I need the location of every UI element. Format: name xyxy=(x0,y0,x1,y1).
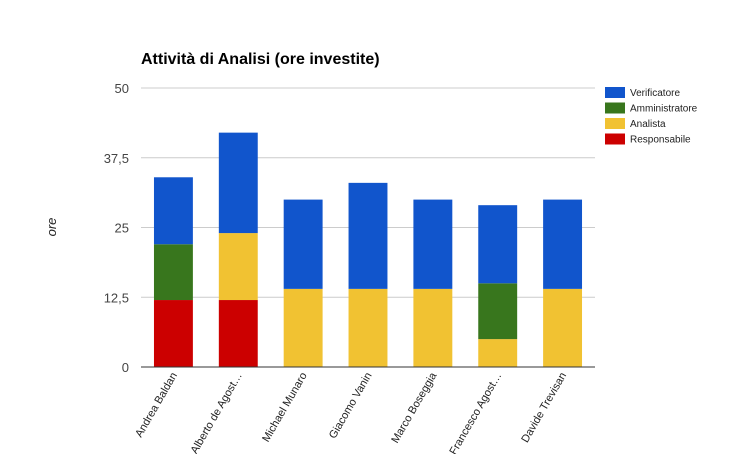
bar-segment xyxy=(543,199,583,289)
x-tick-label: Andrea Baldan xyxy=(133,371,180,440)
x-tick-label: Davide Trevisan xyxy=(519,371,569,445)
bar-segment xyxy=(543,288,583,367)
x-tick-label: Marco Boseggia xyxy=(389,370,440,446)
bar-segment xyxy=(348,182,388,289)
bar-segment xyxy=(153,300,193,367)
legend-swatch xyxy=(605,102,625,114)
y-tick-label: 12,5 xyxy=(104,290,129,305)
x-tick-label: Giacomo Vanin xyxy=(327,371,375,441)
x-tick-label: Michael Munaro xyxy=(260,371,310,445)
bar-segment xyxy=(478,283,518,340)
bar-segment xyxy=(478,339,518,367)
bar-segment xyxy=(153,177,193,245)
bars xyxy=(153,132,583,367)
x-axis-ticks: Andrea Baldan Alberto de Agost… Michael Mu… xyxy=(133,370,569,454)
legend-entry: Analista xyxy=(630,119,666,130)
bar-segment xyxy=(218,233,258,301)
legend-entry: Amministratore xyxy=(630,104,698,115)
y-tick-label: 0 xyxy=(122,360,129,375)
y-tick-label: 50 xyxy=(115,81,129,96)
bar-segment xyxy=(153,244,193,301)
chart-title: Attività di Analisi (ore investite) xyxy=(141,51,380,68)
y-axis-label: ore xyxy=(44,218,59,237)
bar-segment xyxy=(413,288,453,367)
x-tick-label: Alberto de Agost… xyxy=(189,371,245,454)
bar-segment xyxy=(413,199,453,289)
legend-entry: Responsabile xyxy=(630,135,691,146)
legend-swatch xyxy=(605,87,625,98)
y-tick-label: 37,5 xyxy=(104,151,129,166)
bar-segment xyxy=(478,205,518,284)
bar-segment xyxy=(348,288,388,367)
bar-segment xyxy=(218,132,258,234)
bar-segment xyxy=(283,199,323,289)
legend-swatch xyxy=(605,133,625,145)
legend-swatch xyxy=(605,118,625,129)
y-tick-label: 25 xyxy=(115,221,129,236)
bar-segment xyxy=(283,288,323,367)
x-tick-label: Francesco Agost… xyxy=(447,371,504,454)
legend: Verificatore Amministratore Analista Respon… xyxy=(605,87,698,146)
y-axis-ticks: 0 12,5 25 37,5 50 xyxy=(104,81,129,375)
bar-segment xyxy=(218,300,258,367)
legend-entry: Verificatore xyxy=(630,88,680,99)
